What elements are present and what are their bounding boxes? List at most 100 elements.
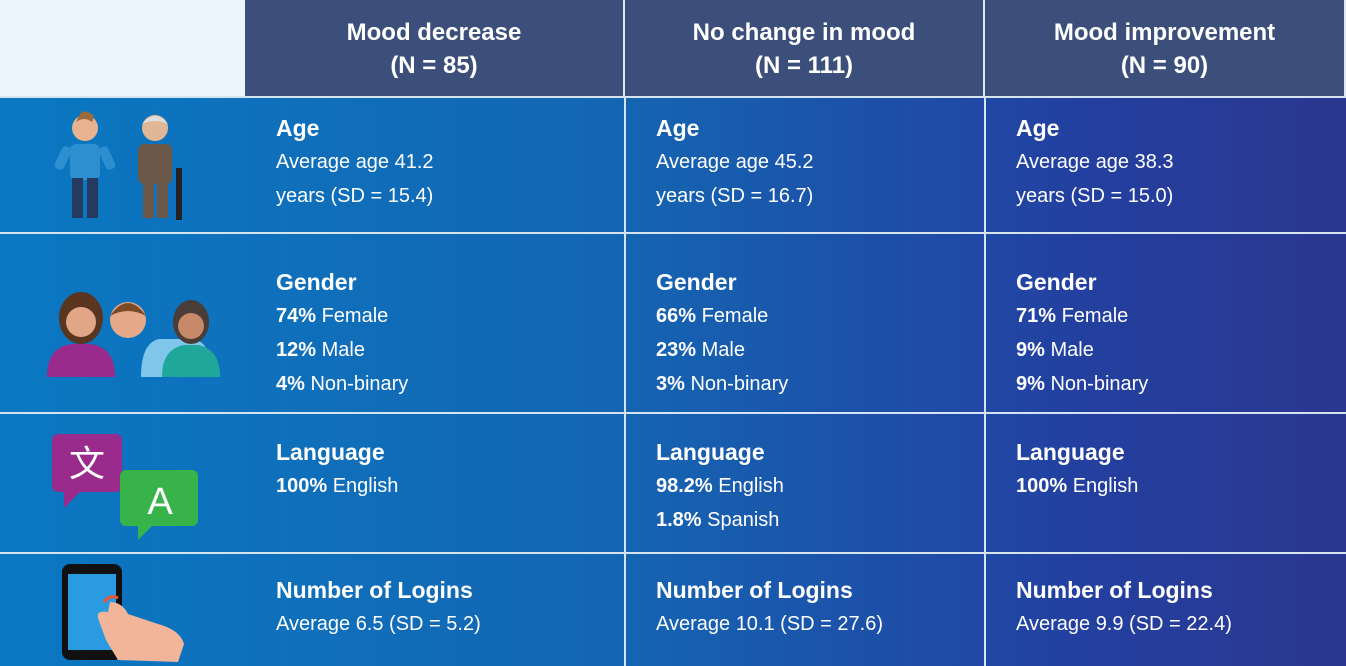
line-text: Female (702, 305, 769, 327)
cell-line: 71% Female (1016, 299, 1346, 333)
bold-value: 9% (1016, 339, 1045, 361)
cell-line: 4% Non-binary (276, 367, 625, 401)
cell: Age Average age 38.3 years (SD = 15.0) (985, 97, 1346, 233)
header-n: (N = 85) (245, 49, 623, 82)
bold-value: 66% (656, 305, 696, 327)
column-header: Mood decrease(N = 85) (245, 0, 625, 97)
column-header: Mood improvement(N = 90) (985, 0, 1346, 97)
line-text: Non-binary (690, 373, 788, 395)
line-text: years (SD = 16.7) (656, 185, 813, 207)
cell-line: 9% Male (1016, 333, 1346, 367)
line-text: Average 6.5 (SD = 5.2) (276, 613, 481, 635)
cell-title: Gender (1016, 265, 1346, 299)
bold-value: 3% (656, 373, 685, 395)
cell-title: Age (656, 111, 985, 145)
cell: Number of Logins Average 9.9 (SD = 22.4) (985, 553, 1346, 666)
bold-value: 100% (276, 475, 327, 497)
line-text: Average 9.9 (SD = 22.4) (1016, 613, 1232, 635)
cell-line: 66% Female (656, 299, 985, 333)
cell-title: Gender (656, 265, 985, 299)
corner (0, 0, 245, 97)
svg-text:文: 文 (69, 443, 105, 484)
line-text: Spanish (707, 509, 779, 531)
bold-value: 23% (656, 339, 696, 361)
svg-text:A: A (147, 481, 173, 523)
bold-value: 98.2% (656, 475, 713, 497)
bold-value: 4% (276, 373, 305, 395)
line-text: Male (322, 339, 365, 361)
page: 文 A Mood decrease(N = 85)No change in mo… (0, 0, 1346, 666)
age-icon (50, 108, 200, 223)
line-text: English (333, 475, 399, 497)
header-n: (N = 111) (625, 49, 983, 82)
line-text: Non-binary (310, 373, 408, 395)
column-divider (624, 97, 626, 666)
cell-line: years (SD = 16.7) (656, 179, 985, 213)
cell: Number of Logins Average 10.1 (SD = 27.6) (625, 553, 985, 666)
cell-line: 3% Non-binary (656, 367, 985, 401)
cell-title: Age (276, 111, 625, 145)
cell-line: 23% Male (656, 333, 985, 367)
login-icon (60, 562, 190, 662)
cell-line: 1.8% Spanish (656, 503, 985, 537)
gender-icon (42, 290, 222, 380)
cell-line: 12% Male (276, 333, 625, 367)
header-title: No change in mood (625, 16, 983, 49)
column-divider (984, 97, 986, 666)
cell-line: Average 9.9 (SD = 22.4) (1016, 607, 1346, 641)
line-text: Non-binary (1050, 373, 1148, 395)
line-text: English (1073, 475, 1139, 497)
line-text: Male (1050, 339, 1093, 361)
cell: Number of Logins Average 6.5 (SD = 5.2) (245, 553, 625, 666)
column-header: No change in mood(N = 111) (625, 0, 985, 97)
cell-line: 100% English (276, 469, 625, 503)
cell-title: Language (656, 435, 985, 469)
cell-line: 9% Non-binary (1016, 367, 1346, 401)
cell-title: Gender (276, 265, 625, 299)
bold-value: 12% (276, 339, 316, 361)
line-text: Average age 38.3 (1016, 151, 1174, 173)
line-text: Average age 41.2 (276, 151, 434, 173)
cell-line: Average age 38.3 (1016, 145, 1346, 179)
language-icon: 文 A (50, 432, 200, 540)
bold-value: 100% (1016, 475, 1067, 497)
line-text: Average age 45.2 (656, 151, 814, 173)
cell-title: Language (1016, 435, 1346, 469)
cell-title: Age (1016, 111, 1346, 145)
bold-value: 1.8% (656, 509, 702, 531)
line-text: Average 10.1 (SD = 27.6) (656, 613, 883, 635)
header-n: (N = 90) (985, 49, 1344, 82)
bold-value: 71% (1016, 305, 1056, 327)
line-text: years (SD = 15.4) (276, 185, 433, 207)
cell-line: Average 6.5 (SD = 5.2) (276, 607, 625, 641)
header-title: Mood improvement (985, 16, 1344, 49)
cell-title: Language (276, 435, 625, 469)
cell-line: years (SD = 15.0) (1016, 179, 1346, 213)
cell-line: 74% Female (276, 299, 625, 333)
cell-line: years (SD = 15.4) (276, 179, 625, 213)
cell-line: Average age 45.2 (656, 145, 985, 179)
cell-line: Average age 41.2 (276, 145, 625, 179)
cell: Language98.2% English1.8% Spanish (625, 413, 985, 553)
line-text: years (SD = 15.0) (1016, 185, 1173, 207)
line-text: Female (1062, 305, 1129, 327)
line-text: English (718, 475, 784, 497)
cell-title: Number of Logins (276, 573, 625, 607)
cell-line: 100% English (1016, 469, 1346, 503)
cell-title: Number of Logins (1016, 573, 1346, 607)
line-text: Female (322, 305, 389, 327)
cell: Age Average age 41.2 years (SD = 15.4) (245, 97, 625, 233)
bold-value: 74% (276, 305, 316, 327)
cell-line: Average 10.1 (SD = 27.6) (656, 607, 985, 641)
line-text: Male (702, 339, 745, 361)
cell: Age Average age 45.2 years (SD = 16.7) (625, 97, 985, 233)
bold-value: 9% (1016, 373, 1045, 395)
cell-line: 98.2% English (656, 469, 985, 503)
cell-title: Number of Logins (656, 573, 985, 607)
header-title: Mood decrease (245, 16, 623, 49)
